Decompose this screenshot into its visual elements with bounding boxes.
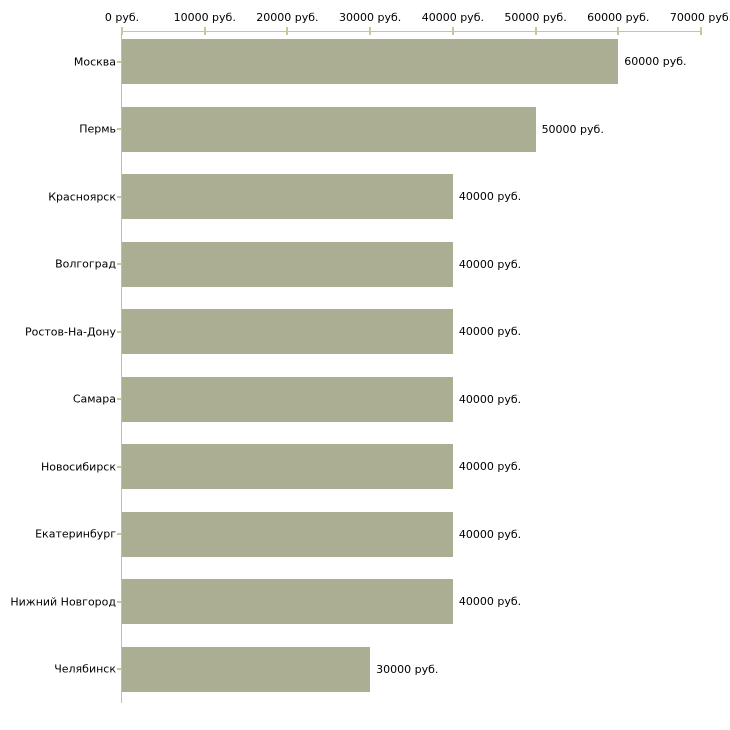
category-label: Москва <box>73 55 116 69</box>
bar <box>122 646 371 692</box>
category-label: Ростов-На-Дону <box>24 325 116 339</box>
y-axis-tick <box>117 60 121 63</box>
y-axis-tick <box>117 398 121 401</box>
category-label: Челябинск <box>54 662 116 676</box>
y-axis-tick <box>117 128 121 131</box>
value-label: 40000 руб. <box>458 460 522 474</box>
bar <box>122 579 453 625</box>
bar <box>122 444 453 490</box>
bar-rows: Москва 60000 руб. Пермь 50000 руб. Красноярс… <box>10 28 701 704</box>
x-axis-tick-label: 60000 руб. <box>587 11 650 24</box>
bar <box>122 241 453 287</box>
x-axis-tick-label: 0 руб. <box>104 11 140 24</box>
bar <box>122 174 453 220</box>
value-label: 40000 руб. <box>458 595 522 609</box>
x-axis-tick-label: 50000 руб. <box>504 11 567 24</box>
category-label: Екатеринбург <box>35 527 116 541</box>
bar-row: Москва 60000 руб. <box>74 28 701 96</box>
y-axis-tick <box>117 600 121 603</box>
category-label: Самара <box>72 392 116 406</box>
x-axis-tick <box>534 27 537 35</box>
bar-row: Красноярск 40000 руб. <box>48 163 701 231</box>
x-axis-tick <box>451 27 454 35</box>
category-label: Красноярск <box>48 190 116 204</box>
bar-row: Волгоград 40000 руб. <box>55 231 701 299</box>
bar-row: Екатеринбург 40000 руб. <box>35 501 701 569</box>
y-axis-tick <box>117 195 121 198</box>
bar <box>122 376 453 422</box>
plot-area: 0 руб. 10000 руб. 20000 руб. 30000 руб. 4000… <box>10 11 730 704</box>
value-label: 40000 руб. <box>458 392 522 406</box>
value-label: 40000 руб. <box>458 325 522 339</box>
x-axis-tick <box>286 27 289 35</box>
y-axis-tick <box>117 533 121 536</box>
category-label: Новосибирск <box>40 460 116 474</box>
x-axis-tick-label: 40000 руб. <box>421 11 484 24</box>
value-label: 40000 руб. <box>458 257 522 271</box>
x-axis-tick <box>617 27 620 35</box>
x-axis-tick <box>700 27 702 35</box>
category-label: Нижний Новгород <box>10 595 116 609</box>
y-axis-tick <box>117 330 121 333</box>
x-axis-tick-label: 10000 руб. <box>173 11 236 24</box>
category-label: Волгоград <box>55 257 116 271</box>
y-axis-tick <box>117 465 121 468</box>
bar <box>122 39 619 85</box>
bar <box>122 511 453 557</box>
value-label: 40000 руб. <box>458 527 522 541</box>
x-axis-tick <box>121 27 123 35</box>
x-axis-tick-label: 70000 руб. <box>669 11 730 24</box>
bar-row: Пермь 50000 руб. <box>79 96 701 164</box>
bar-row: Ростов-На-Дону 40000 руб. <box>25 298 701 366</box>
bar <box>122 309 453 355</box>
x-axis-tick <box>369 27 372 35</box>
value-label: 50000 руб. <box>541 122 604 136</box>
y-axis-tick <box>117 668 121 671</box>
x-axis-tick-label: 30000 руб. <box>339 11 402 24</box>
value-label: 30000 руб. <box>376 662 439 676</box>
bar-row: Новосибирск 40000 руб. <box>41 433 701 501</box>
bar <box>122 106 536 152</box>
value-label: 40000 руб. <box>458 190 522 204</box>
value-label: 60000 руб. <box>624 55 687 69</box>
category-label: Пермь <box>79 122 116 136</box>
x-axis-tick <box>203 27 206 35</box>
bar-row: Челябинск 30000 руб. <box>54 636 701 704</box>
x-axis-tick-label: 20000 руб. <box>256 11 319 24</box>
bar-row: Самара 40000 руб. <box>73 366 701 434</box>
y-axis-tick <box>117 263 121 266</box>
bar-row: Нижний Новгород 40000 руб. <box>10 568 701 636</box>
